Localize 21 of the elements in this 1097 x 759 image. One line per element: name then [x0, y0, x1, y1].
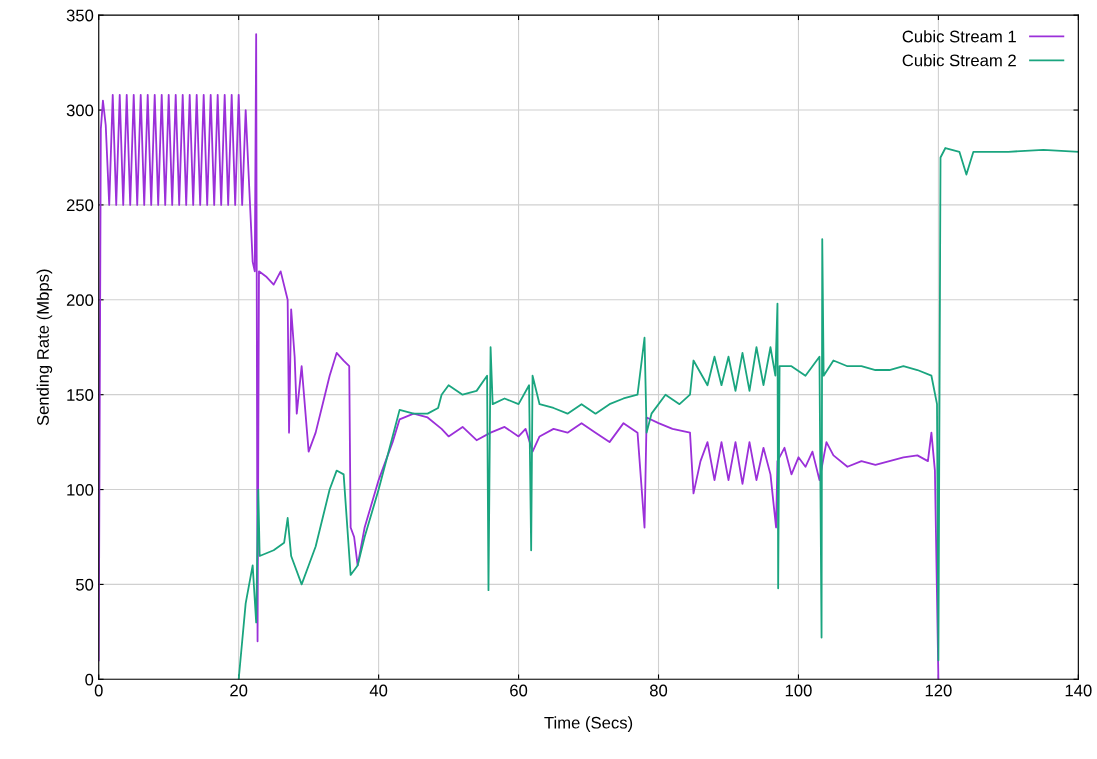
x-tick-label: 120 — [925, 684, 952, 697]
x-tick-label: 40 — [369, 684, 388, 697]
y-tick-label: 150 — [67, 389, 94, 401]
legend-label: Cubic Stream 2 — [902, 54, 1016, 67]
x-axis-title: Time (Secs) — [544, 716, 633, 732]
y-tick-label: 0 — [85, 673, 94, 686]
y-tick-label: 200 — [66, 294, 94, 307]
x-tick-label: 0 — [94, 684, 103, 697]
y-tick-label: 50 — [76, 578, 94, 591]
x-tick-label: 140 — [1065, 684, 1092, 697]
y-tick-label: 100 — [67, 483, 94, 496]
legend-label: Cubic Stream 1 — [902, 30, 1016, 43]
x-tick-label: 20 — [230, 684, 248, 697]
y-axis-title: Sending Rate (Mbps) — [36, 269, 53, 426]
x-tick-label: 100 — [785, 684, 812, 697]
line-series — [237, 147, 1079, 680]
y-tick-label: 350 — [66, 9, 94, 22]
x-tick-label: 80 — [649, 684, 668, 697]
y-tick-label: 300 — [66, 104, 94, 117]
x-tick-label: 60 — [510, 684, 528, 697]
y-tick-label: 250 — [66, 199, 94, 212]
